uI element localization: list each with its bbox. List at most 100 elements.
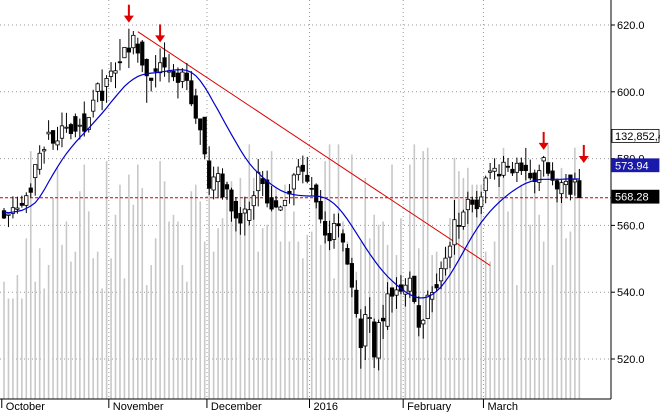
- trendline: [137, 31, 491, 266]
- candle-body: [207, 160, 212, 189]
- candle: [376, 319, 381, 371]
- last-close-label-box: [611, 189, 660, 204]
- candle-body: [104, 78, 109, 87]
- candle-body: [363, 314, 368, 347]
- candle-body: [282, 199, 288, 207]
- candle-body: [260, 178, 265, 185]
- moving-average-label: 573.94: [611, 158, 660, 172]
- candle-body: [229, 189, 234, 212]
- candle-body: [528, 172, 533, 179]
- candle: [340, 229, 346, 252]
- candle-body: [510, 168, 515, 174]
- candle-body: [278, 206, 283, 211]
- candle-body: [162, 57, 167, 68]
- candle: [505, 157, 511, 172]
- candle: [541, 155, 546, 177]
- candle: [443, 246, 448, 276]
- candle: [229, 187, 234, 222]
- candle-body: [73, 116, 78, 132]
- candle: [349, 257, 354, 298]
- candle: [563, 173, 569, 198]
- candle-body: [77, 124, 82, 127]
- candle: [100, 69, 105, 111]
- candle-body: [64, 126, 69, 129]
- candle: [113, 62, 118, 89]
- candle: [28, 183, 33, 198]
- candle: [318, 189, 323, 224]
- candle-body: [505, 165, 511, 168]
- candle: [77, 118, 82, 140]
- y-tick-label: 540.0: [617, 287, 645, 299]
- volume-bars: [3, 144, 581, 399]
- candle: [224, 181, 230, 201]
- candle-body: [394, 289, 399, 296]
- candle: [323, 211, 328, 244]
- candle-body: [389, 287, 395, 297]
- candle-body: [537, 170, 542, 183]
- y-tick-label: 600.0: [617, 87, 645, 99]
- candle-body: [251, 195, 256, 207]
- candle: [233, 197, 239, 232]
- candle-body: [68, 124, 73, 134]
- candle: [180, 68, 185, 89]
- candle: [10, 196, 16, 219]
- candle-body: [113, 70, 118, 74]
- candle-body: [46, 131, 51, 135]
- candle: [64, 112, 69, 133]
- candle: [73, 113, 78, 138]
- candle-body: [327, 233, 332, 242]
- candle-body: [247, 209, 252, 221]
- candle-body: [33, 164, 38, 179]
- y-tick-label: 520.0: [617, 354, 645, 366]
- candle-body: [82, 113, 87, 132]
- candle: [91, 89, 96, 118]
- candle-body: [42, 149, 47, 152]
- candle-body: [559, 182, 564, 195]
- candle: [117, 39, 123, 71]
- candle-body: [122, 46, 127, 59]
- candle-body: [340, 233, 346, 243]
- candle: [175, 67, 181, 99]
- candle: [559, 180, 564, 204]
- candle: [461, 209, 466, 230]
- candle-body: [546, 162, 551, 174]
- candle-body: [265, 179, 270, 204]
- candlesticks: [1, 28, 582, 371]
- candle-body: [108, 70, 114, 77]
- candle: [492, 158, 497, 180]
- candle: [50, 130, 56, 150]
- candle-body: [256, 171, 261, 192]
- candle-body: [220, 173, 225, 198]
- candle-body: [269, 197, 274, 210]
- candle-body: [385, 293, 390, 327]
- candle: [434, 273, 439, 292]
- candle-body: [496, 173, 502, 177]
- candle: [153, 55, 158, 88]
- candle-body: [215, 173, 221, 183]
- candle-body: [91, 99, 96, 112]
- x-tick-label-november: November: [113, 401, 164, 412]
- candle-body: [434, 284, 439, 289]
- candle: [496, 164, 502, 187]
- down-arrow-head: [578, 155, 589, 163]
- candle: [523, 147, 528, 181]
- candle-body: [149, 77, 154, 81]
- candle-body: [519, 162, 524, 172]
- candle: [327, 220, 332, 251]
- candle-body: [224, 184, 230, 190]
- candle: [238, 207, 243, 235]
- candle: [425, 290, 430, 319]
- candle: [546, 162, 551, 176]
- candle: [358, 309, 363, 369]
- candle: [46, 120, 51, 140]
- down-arrow-icon: [538, 131, 549, 150]
- candle: [131, 31, 136, 55]
- candle: [452, 200, 457, 255]
- candle: [126, 28, 131, 69]
- candle-body: [550, 170, 555, 181]
- candle: [59, 112, 65, 148]
- price-labels: 132,852,47 573.94 568.28: [611, 128, 660, 204]
- candle-body: [1, 210, 7, 219]
- candle-body: [403, 284, 408, 295]
